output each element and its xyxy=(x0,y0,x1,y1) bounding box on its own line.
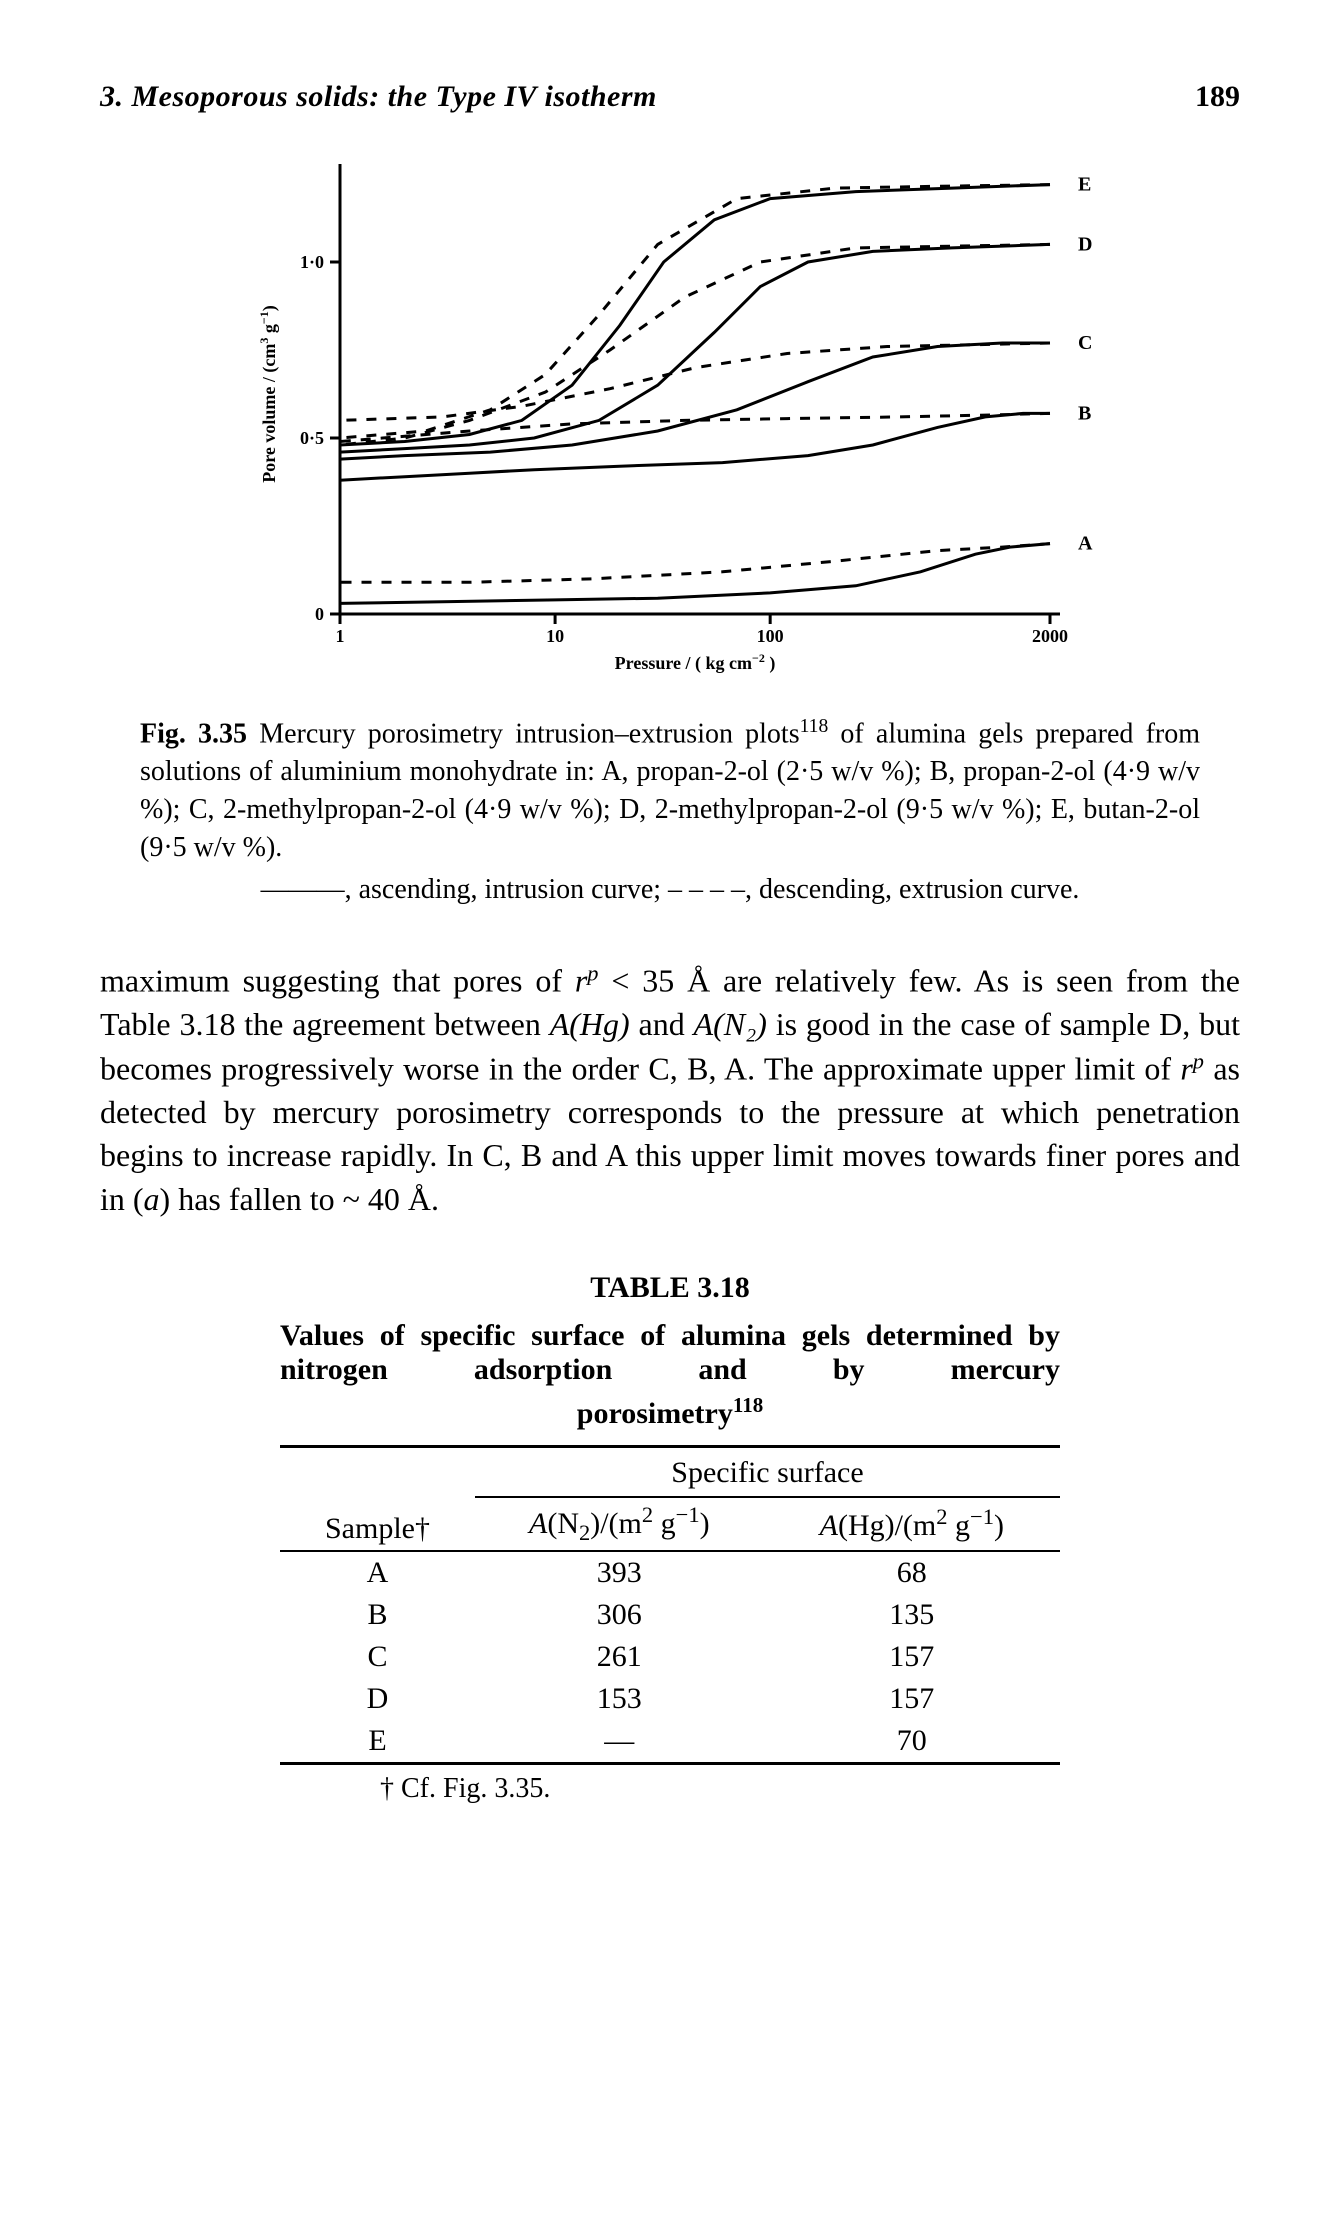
svg-text:2000: 2000 xyxy=(1032,626,1068,646)
body-rp1: r xyxy=(575,963,587,999)
body-f: ) has fallen to ~ 40 Å. xyxy=(160,1181,439,1217)
table-title: TABLE 3.18 xyxy=(100,1271,1240,1305)
body-rp2-sup: p xyxy=(1193,1048,1204,1073)
table-row: C 261 157 xyxy=(280,1636,1060,1678)
table-subtitle-2a: porosimetry xyxy=(577,1397,733,1430)
figure-3-35: 0 0·5 1·0 1 10 100 2000 Pressure / ( kg cm−2 ) P… xyxy=(100,144,1240,704)
body-c: and xyxy=(630,1006,694,1042)
cell-sample: B xyxy=(280,1594,475,1636)
table-subtitle-1: Values of specific surface of alumina ge… xyxy=(280,1319,1060,1387)
svg-text:Pore volume / (cm3 g−1): Pore volume / (cm3 g−1) xyxy=(257,305,280,482)
svg-text:D: D xyxy=(1078,233,1092,255)
svg-text:1: 1 xyxy=(336,626,345,646)
svg-text:B: B xyxy=(1078,402,1091,424)
body-AHg: A(Hg) xyxy=(550,1006,630,1042)
figure-caption: Fig. 3.35 Mercury porosimetry intrusion–… xyxy=(140,714,1200,908)
figure-label: Fig. 3.35 xyxy=(140,718,247,749)
svg-text:C: C xyxy=(1078,332,1092,354)
svg-text:E: E xyxy=(1078,174,1091,196)
svg-text:A: A xyxy=(1078,533,1093,555)
figure-svg: 0 0·5 1·0 1 10 100 2000 Pressure / ( kg cm−2 ) P… xyxy=(220,144,1120,704)
group-header: Specific surface xyxy=(475,1446,1060,1497)
cell-hg: 68 xyxy=(764,1551,1060,1594)
table-row: E — 70 xyxy=(280,1720,1060,1764)
svg-text:Pressure / ( kg cm−2 ): Pressure / ( kg cm−2 ) xyxy=(615,651,776,674)
svg-text:0: 0 xyxy=(315,604,324,624)
table-row: B 306 135 xyxy=(280,1594,1060,1636)
col-hg-header: A(Hg)/(m2 g−1) xyxy=(764,1497,1060,1551)
body-a: maximum suggesting that pores of xyxy=(100,963,575,999)
body-AN2: A(N₂) xyxy=(694,1006,767,1042)
body-paragraph: maximum suggesting that pores of rp < 35… xyxy=(100,958,1240,1220)
cell-n2: 261 xyxy=(475,1636,764,1678)
cell-sample: C xyxy=(280,1636,475,1678)
table-subtitle-sup: 118 xyxy=(733,1393,763,1417)
svg-text:1·0: 1·0 xyxy=(300,252,324,272)
cell-hg: 157 xyxy=(764,1678,1060,1720)
cell-hg: 70 xyxy=(764,1720,1060,1764)
svg-text:10: 10 xyxy=(546,626,564,646)
body-rp2: r xyxy=(1180,1051,1192,1087)
caption-legend-line: ———, ascending, intrusion curve; – – – –… xyxy=(140,871,1200,909)
cell-hg: 157 xyxy=(764,1636,1060,1678)
body-rp1-sup: p xyxy=(587,960,598,985)
cell-sample: E xyxy=(280,1720,475,1764)
svg-text:0·5: 0·5 xyxy=(300,428,324,448)
cell-n2: 306 xyxy=(475,1594,764,1636)
caption-ref-sup: 118 xyxy=(800,716,829,737)
cell-n2: 393 xyxy=(475,1551,764,1594)
cell-sample: D xyxy=(280,1678,475,1720)
cell-n2: 153 xyxy=(475,1678,764,1720)
body-a-it: a xyxy=(144,1181,160,1217)
table-3-18: Sample† Specific surface A(N2)/(m2 g−1) … xyxy=(280,1445,1060,1765)
section-title: 3. Mesoporous solids: the Type IV isothe… xyxy=(100,80,657,114)
col-sample-header: Sample† xyxy=(280,1446,475,1551)
caption-text-1: Mercury porosimetry intrusion–extrusion … xyxy=(247,718,800,749)
cell-sample: A xyxy=(280,1551,475,1594)
table-row: D 153 157 xyxy=(280,1678,1060,1720)
table-subtitle-2: porosimetry118 xyxy=(280,1393,1060,1431)
cell-n2: — xyxy=(475,1720,764,1764)
svg-text:100: 100 xyxy=(757,626,784,646)
running-head: 3. Mesoporous solids: the Type IV isothe… xyxy=(100,80,1240,114)
page-number: 189 xyxy=(1195,80,1240,114)
table-row: A 393 68 xyxy=(280,1551,1060,1594)
col-n2-header: A(N2)/(m2 g−1) xyxy=(475,1497,764,1551)
cell-hg: 135 xyxy=(764,1594,1060,1636)
table-footnote: † Cf. Fig. 3.35. xyxy=(380,1773,1240,1805)
